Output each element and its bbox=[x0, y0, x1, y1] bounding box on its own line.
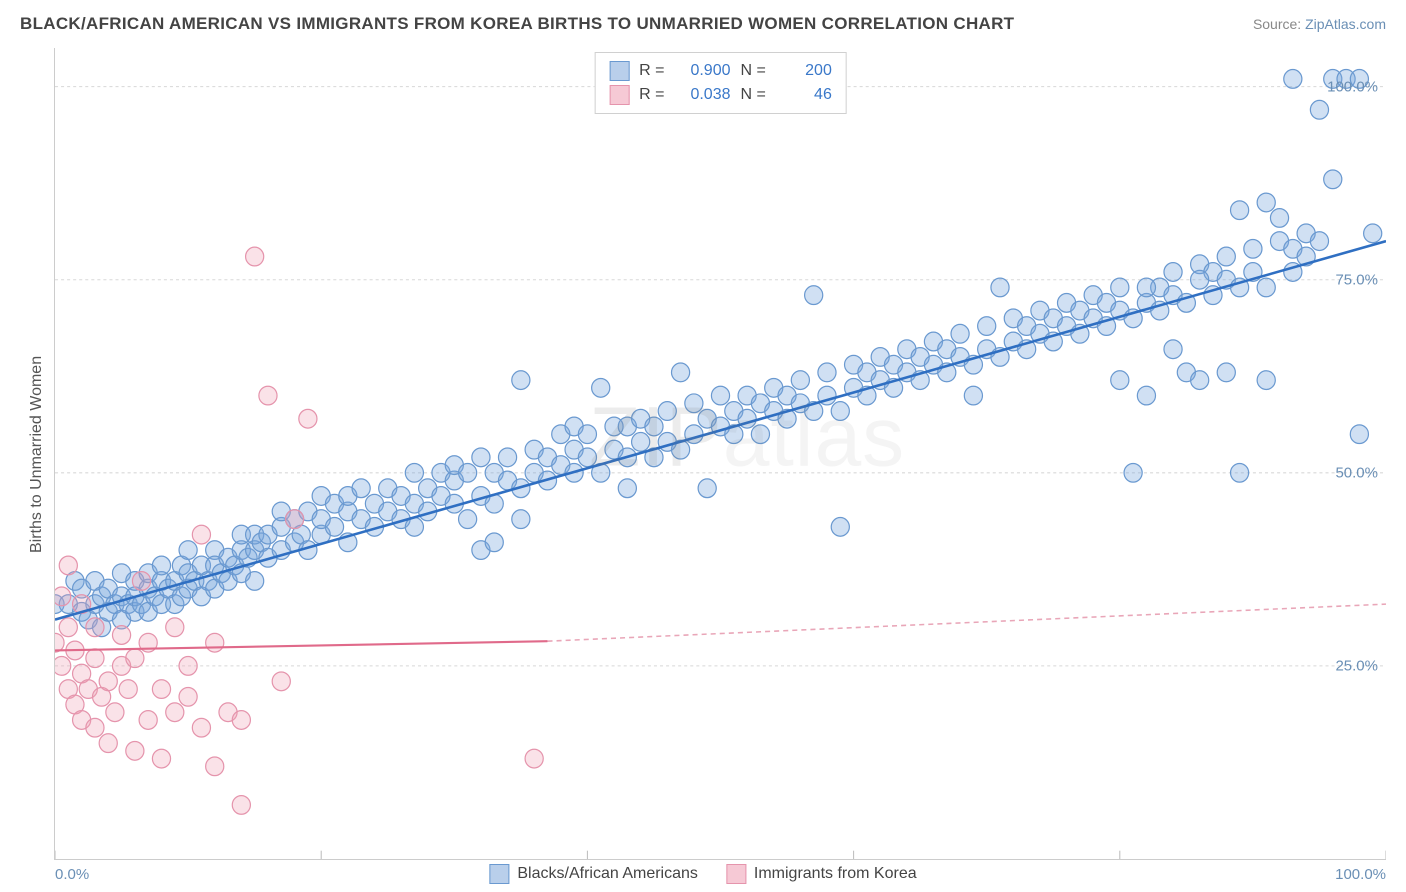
stat-n-value: 46 bbox=[776, 83, 832, 107]
stat-r-label: R = bbox=[639, 59, 664, 83]
y-tick-label: 25.0% bbox=[1335, 657, 1378, 674]
source-prefix: Source: bbox=[1253, 16, 1305, 32]
x-axis-max-label: 100.0% bbox=[1335, 866, 1386, 883]
chart-title: BLACK/AFRICAN AMERICAN VS IMMIGRANTS FRO… bbox=[20, 14, 1014, 34]
legend-label: Immigrants from Korea bbox=[754, 865, 917, 883]
bottom-legend: Blacks/African Americans Immigrants from … bbox=[489, 864, 916, 884]
source-link[interactable]: ZipAtlas.com bbox=[1305, 16, 1386, 32]
stat-r-label: R = bbox=[639, 83, 664, 107]
legend-swatch bbox=[609, 85, 629, 105]
legend-swatch bbox=[726, 864, 746, 884]
y-axis-label: Births to Unmarried Women bbox=[20, 48, 54, 860]
stat-r-value: 0.900 bbox=[675, 59, 731, 83]
y-tick-label: 75.0% bbox=[1335, 271, 1378, 288]
y-tick-label: 50.0% bbox=[1335, 464, 1378, 481]
stat-n-label: N = bbox=[741, 83, 766, 107]
source-credit: Source: ZipAtlas.com bbox=[1253, 16, 1386, 32]
x-axis-min-label: 0.0% bbox=[55, 866, 89, 883]
legend-label: Blacks/African Americans bbox=[517, 865, 698, 883]
plot-area: ZIPatlas 25.0%50.0%75.0%100.0% 0.0% 100.… bbox=[54, 48, 1386, 860]
stat-n-value: 200 bbox=[776, 59, 832, 83]
legend-item: Immigrants from Korea bbox=[726, 864, 917, 884]
stat-r-value: 0.038 bbox=[675, 83, 731, 107]
stat-n-label: N = bbox=[741, 59, 766, 83]
legend-swatch bbox=[489, 864, 509, 884]
chart-svg bbox=[55, 48, 1386, 859]
legend-item: Blacks/African Americans bbox=[489, 864, 698, 884]
legend-swatch bbox=[609, 61, 629, 81]
stats-row: R = 0.900 N = 200 bbox=[609, 59, 832, 83]
y-tick-label: 100.0% bbox=[1327, 78, 1378, 95]
stats-legend: R = 0.900 N = 200 R = 0.038 N = 46 bbox=[594, 52, 847, 114]
stats-row: R = 0.038 N = 46 bbox=[609, 83, 832, 107]
